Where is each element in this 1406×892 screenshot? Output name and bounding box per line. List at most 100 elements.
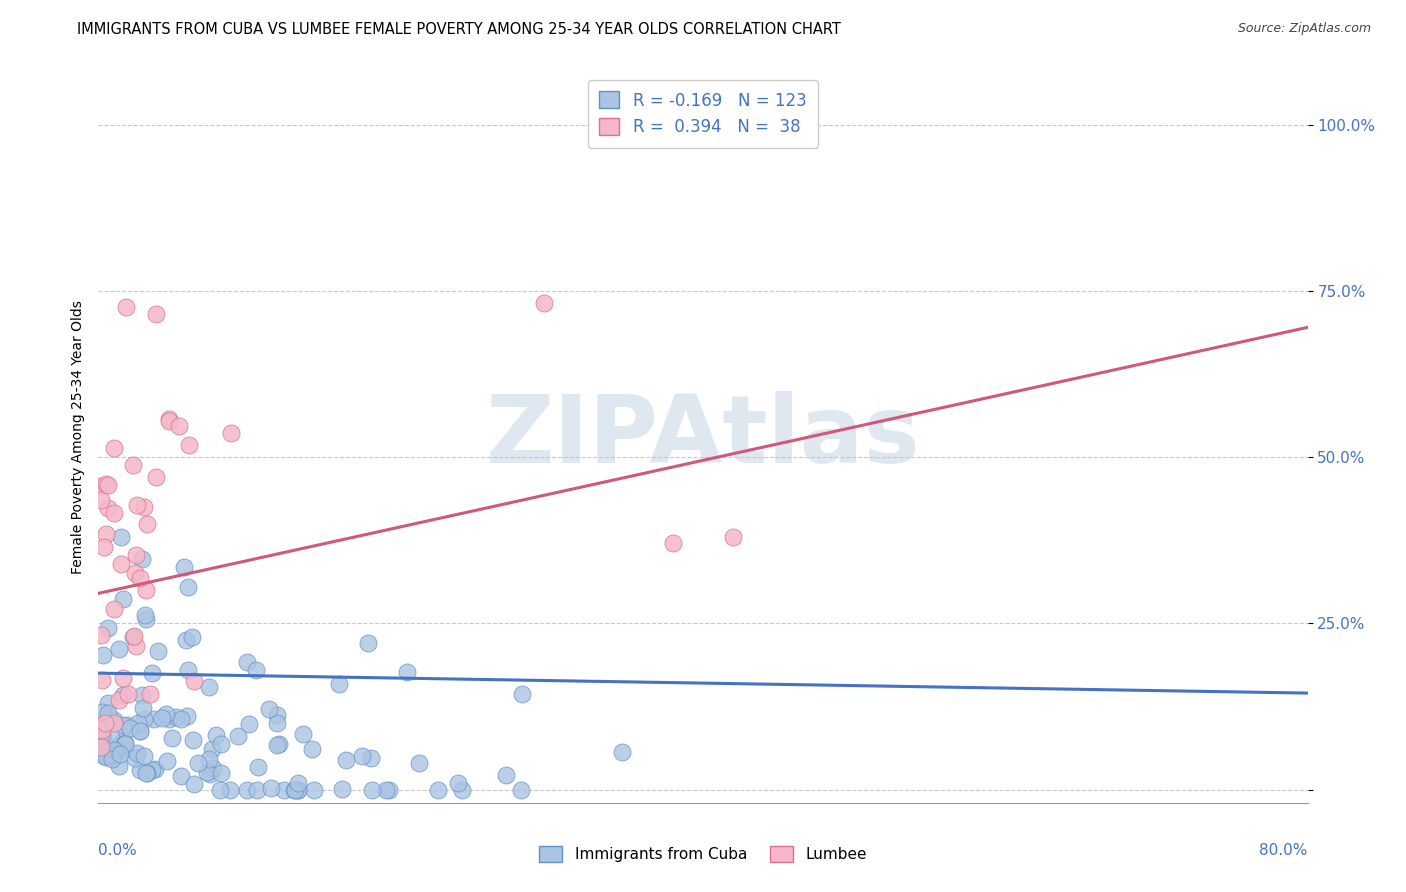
- Point: [91, 648, 114, 662]
- Point: [94, 714, 117, 728]
- Point: [114, 301, 136, 315]
- Point: [97, 501, 120, 516]
- Legend: Immigrants from Cuba, Lumbee: Immigrants from Cuba, Lumbee: [533, 840, 873, 868]
- Point: [132, 749, 155, 764]
- Point: [426, 782, 449, 797]
- Point: [291, 727, 314, 741]
- Point: [112, 718, 135, 732]
- Point: [509, 782, 531, 797]
- Point: [451, 782, 474, 797]
- Point: [122, 630, 145, 644]
- Point: [257, 701, 280, 715]
- Point: [125, 548, 148, 562]
- Text: Source: ZipAtlas.com: Source: ZipAtlas.com: [1237, 22, 1371, 36]
- Point: [177, 438, 200, 452]
- Point: [146, 644, 169, 658]
- Point: [287, 782, 309, 797]
- Point: [124, 751, 146, 765]
- Point: [98, 748, 121, 763]
- Point: [132, 700, 155, 714]
- Point: [103, 602, 125, 616]
- Point: [122, 630, 145, 644]
- Point: [103, 506, 125, 520]
- Point: [177, 664, 200, 678]
- Point: [183, 777, 205, 791]
- Point: [96, 526, 118, 541]
- Point: [90, 739, 112, 754]
- Point: [124, 566, 146, 581]
- Point: [170, 712, 193, 726]
- Point: [93, 747, 115, 761]
- Point: [114, 741, 136, 756]
- Point: [361, 782, 384, 797]
- Point: [111, 688, 134, 702]
- Point: [661, 536, 683, 550]
- Point: [89, 479, 111, 493]
- Point: [97, 621, 120, 635]
- Point: [266, 739, 288, 753]
- Point: [157, 412, 180, 426]
- Point: [110, 530, 132, 544]
- Point: [141, 666, 163, 681]
- Point: [612, 745, 634, 759]
- Point: [128, 724, 150, 739]
- Point: [156, 754, 179, 768]
- Point: [150, 711, 173, 725]
- Point: [94, 476, 117, 491]
- Point: [107, 692, 129, 706]
- Point: [132, 712, 155, 726]
- Point: [267, 737, 290, 751]
- Point: [121, 458, 143, 472]
- Point: [125, 639, 148, 653]
- Point: [167, 418, 190, 433]
- Point: [181, 630, 204, 644]
- Point: [357, 636, 380, 650]
- Point: [236, 782, 259, 797]
- Point: [108, 641, 131, 656]
- Point: [170, 769, 193, 783]
- Point: [90, 493, 112, 508]
- Point: [181, 732, 204, 747]
- Point: [266, 716, 288, 731]
- Point: [145, 470, 167, 484]
- Point: [160, 731, 183, 745]
- Point: [245, 663, 267, 677]
- Point: [108, 759, 131, 773]
- Point: [111, 733, 134, 747]
- Point: [128, 571, 150, 585]
- Point: [129, 763, 152, 777]
- Text: ZIPAtlas: ZIPAtlas: [485, 391, 921, 483]
- Point: [174, 633, 197, 648]
- Point: [157, 712, 180, 726]
- Point: [114, 736, 136, 750]
- Point: [408, 756, 430, 771]
- Point: [110, 557, 132, 571]
- Point: [201, 761, 224, 775]
- Point: [96, 740, 118, 755]
- Point: [127, 498, 149, 512]
- Point: [103, 442, 125, 456]
- Point: [118, 721, 141, 735]
- Point: [226, 729, 249, 743]
- Point: [352, 748, 374, 763]
- Point: [129, 723, 152, 738]
- Point: [198, 767, 221, 781]
- Point: [91, 728, 114, 742]
- Point: [173, 559, 195, 574]
- Point: [287, 775, 309, 789]
- Text: IMMIGRANTS FROM CUBA VS LUMBEE FEMALE POVERTY AMONG 25-34 YEAR OLDS CORRELATION : IMMIGRANTS FROM CUBA VS LUMBEE FEMALE PO…: [77, 22, 841, 37]
- Point: [93, 748, 115, 763]
- Point: [155, 707, 177, 722]
- Point: [143, 762, 166, 776]
- Point: [97, 478, 120, 492]
- Point: [218, 782, 240, 797]
- Point: [301, 742, 323, 756]
- Point: [103, 747, 125, 762]
- Point: [105, 739, 128, 753]
- Point: [135, 612, 157, 626]
- Point: [495, 768, 517, 782]
- Point: [134, 500, 156, 515]
- Point: [287, 782, 309, 797]
- Point: [177, 580, 200, 594]
- Point: [103, 743, 125, 757]
